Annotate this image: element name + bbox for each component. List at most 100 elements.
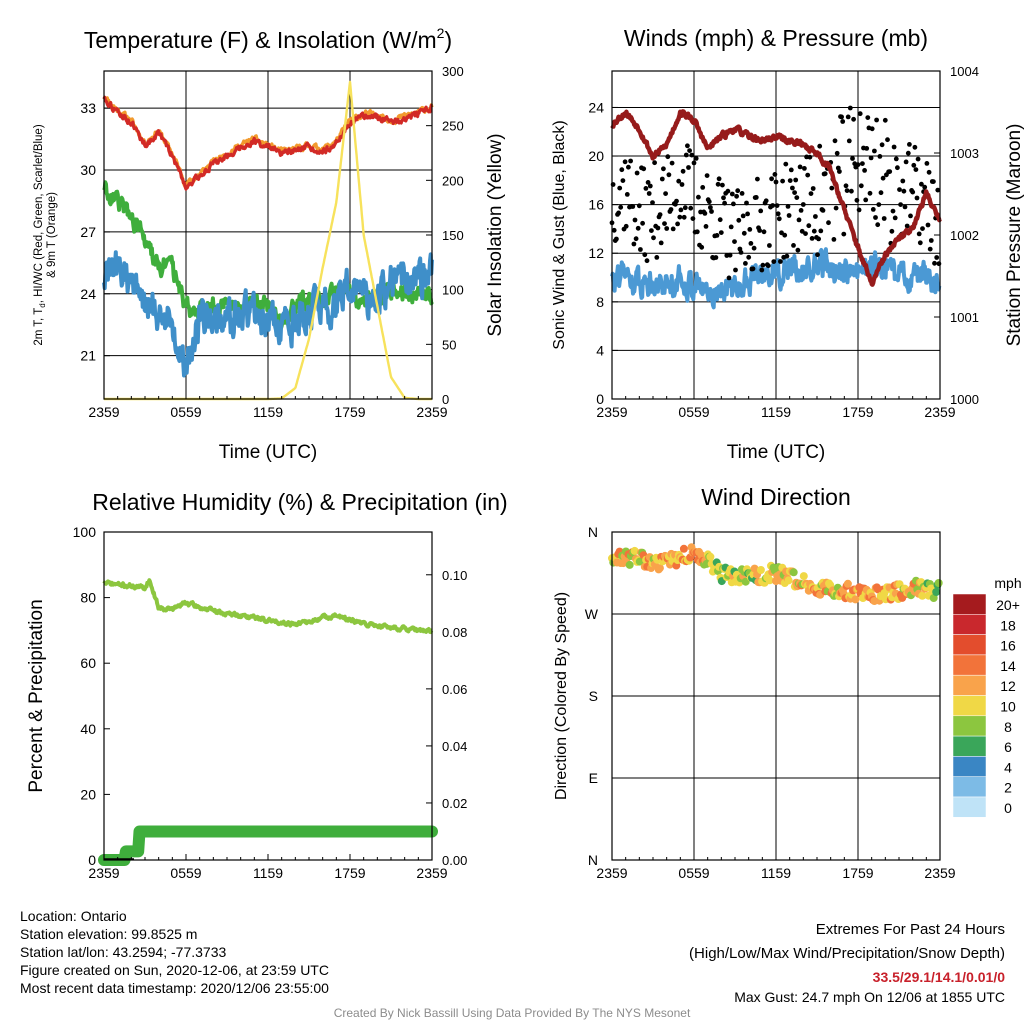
winds-gust-point-190 bbox=[817, 143, 823, 149]
winds-gust-point-225 bbox=[855, 162, 861, 168]
direction-ylabel: Direction (Colored By Speed) bbox=[553, 592, 570, 800]
winds-gust-point-193 bbox=[820, 208, 826, 213]
winds-gust-point-201 bbox=[829, 185, 835, 191]
winds-gust-point-263 bbox=[897, 187, 902, 193]
winds-gust-point-271 bbox=[905, 150, 911, 156]
winds-gust-point-208 bbox=[837, 169, 842, 174]
winds-gust-point-100 bbox=[718, 230, 724, 236]
winds-gust-point-189 bbox=[816, 236, 821, 242]
temperature-panel: Temperature (F) & Insolation (W/m2) 21 24 2… bbox=[33, 25, 506, 463]
winds-gust-point-219 bbox=[849, 188, 854, 194]
direction-point-78 bbox=[706, 552, 715, 561]
winds-gust-point-270 bbox=[904, 223, 910, 229]
winds-gust-point-298 bbox=[935, 187, 941, 193]
winds-gust-point-272 bbox=[907, 142, 912, 147]
winds-gust-point-103 bbox=[722, 200, 727, 206]
temperature-series-t2m bbox=[102, 95, 433, 191]
winds-gust-point-39 bbox=[652, 160, 657, 166]
winds-gust-point-273 bbox=[908, 213, 913, 219]
winds-gust-point-224 bbox=[854, 197, 860, 203]
winds-gust-point-47 bbox=[661, 166, 666, 172]
winds-gust-point-22 bbox=[633, 236, 639, 242]
winds-gust-point-160 bbox=[784, 253, 790, 259]
winds-gust-point-42 bbox=[655, 225, 661, 231]
winds-ylabel: Sonic Wind & Gust (Blue, Black) bbox=[551, 120, 568, 349]
winds-gust-point-176 bbox=[802, 166, 807, 171]
winds-gust-point-245 bbox=[877, 154, 883, 159]
winds-gust-point-133 bbox=[755, 176, 760, 182]
winds-gust-point-218 bbox=[847, 105, 853, 111]
direction-point-193 bbox=[851, 595, 860, 604]
speed-legend-label-6: 8 bbox=[1004, 719, 1012, 735]
winds-gust-point-64 bbox=[679, 182, 685, 187]
winds-gust-point-124 bbox=[745, 211, 750, 217]
winds-gust-point-9 bbox=[619, 167, 625, 173]
winds-gust-point-166 bbox=[791, 243, 796, 248]
max-gust: Max Gust: 24.7 mph On 12/06 at 1855 UTC bbox=[734, 989, 1005, 1005]
winds-gust-point-146 bbox=[769, 176, 774, 182]
winds-gust-point-7 bbox=[617, 185, 623, 191]
winds-gust-point-48 bbox=[662, 221, 667, 227]
speed-legend-label-10: 0 bbox=[1004, 800, 1012, 816]
winds-gust-point-25 bbox=[636, 203, 642, 209]
winds-gust-point-156 bbox=[780, 178, 785, 184]
winds-gust-point-242 bbox=[874, 117, 879, 123]
temperature-xlabel-2: 1159 bbox=[253, 404, 283, 420]
winds-gust-point-286 bbox=[922, 184, 928, 190]
temperature-ylabel-part3: & 9m T (Orange) bbox=[46, 192, 58, 278]
winds-gust-point-158 bbox=[782, 232, 788, 238]
winds-gust-point-266 bbox=[900, 178, 906, 184]
humidity-y2label-0: 0.00 bbox=[442, 853, 467, 868]
humidity-ylabel-0: 0 bbox=[88, 852, 96, 868]
winds-gust-point-226 bbox=[856, 207, 862, 213]
speed-legend-swatch-4 bbox=[952, 674, 987, 696]
winds-gust-point-268 bbox=[902, 204, 908, 210]
direction-point-22 bbox=[635, 557, 644, 566]
winds-gust-point-30 bbox=[642, 252, 648, 258]
winds-gust-point-154 bbox=[778, 259, 783, 264]
direction-ylabel-1: E bbox=[589, 770, 598, 786]
station-latlon: Station lat/lon: 43.2594; -77.3733 bbox=[20, 944, 227, 960]
direction-xlabel-0: 2359 bbox=[596, 865, 627, 881]
winds-gust-point-8 bbox=[618, 204, 624, 210]
winds-gust-point-280 bbox=[915, 156, 921, 162]
winds-gust-point-171 bbox=[796, 217, 802, 223]
temperature-ylabel: 2m T, Td, HI/WC (Red, Green, Scarlet/Blu… bbox=[33, 124, 58, 345]
winds-gust-point-114 bbox=[734, 193, 739, 199]
winds-y2label-0: 1000 bbox=[950, 392, 979, 407]
winds-gust-point-38 bbox=[651, 235, 656, 241]
winds-gust-point-297 bbox=[934, 255, 940, 260]
winds-gust-point-31 bbox=[643, 186, 649, 191]
winds-gust-point-234 bbox=[865, 115, 871, 120]
winds-gust-point-239 bbox=[870, 207, 876, 212]
temperature-series-hiwc bbox=[102, 250, 434, 378]
winds-gust-point-82 bbox=[699, 244, 705, 250]
winds-xlabel-3: 1759 bbox=[842, 404, 873, 420]
winds-gust-point-231 bbox=[862, 168, 867, 173]
speed-legend-label-4: 12 bbox=[1000, 678, 1016, 694]
winds-gust-point-119 bbox=[739, 191, 745, 196]
winds-gust-point-163 bbox=[787, 178, 793, 184]
humidity-y2label-2: 0.04 bbox=[442, 739, 467, 754]
winds-gust-point-89 bbox=[706, 199, 712, 205]
winds-y2label-1: 1001 bbox=[950, 310, 979, 325]
winds-gust-point-96 bbox=[714, 233, 720, 238]
winds-gust-point-17 bbox=[628, 158, 633, 164]
winds-gust-point-23 bbox=[634, 170, 640, 176]
winds-gust-point-45 bbox=[658, 240, 664, 246]
winds-gust-point-210 bbox=[839, 114, 844, 120]
winds-gust-point-28 bbox=[640, 220, 645, 226]
temperature-ylabel-part2: , HI/WC (Red, Green, Scarlet/Blue) bbox=[33, 124, 45, 303]
winds-gust-point-56 bbox=[670, 226, 676, 232]
winds-gust-point-67 bbox=[682, 205, 688, 211]
speed-legend-label-8: 4 bbox=[1004, 759, 1012, 775]
winds-y2label: Station Pressure (Maroon) bbox=[1004, 124, 1024, 347]
temperature-y2label-2: 100 bbox=[442, 283, 464, 298]
winds-gust-point-69 bbox=[685, 143, 690, 149]
winds-gust-point-173 bbox=[798, 208, 804, 213]
winds-gust-point-252 bbox=[885, 137, 890, 143]
winds-gust-point-2 bbox=[611, 227, 617, 233]
figure-created: Figure created on Sun, 2020-12-06, at 23… bbox=[20, 962, 329, 978]
winds-gust-point-228 bbox=[858, 183, 864, 189]
winds-xlabel-1: 0559 bbox=[678, 404, 709, 420]
